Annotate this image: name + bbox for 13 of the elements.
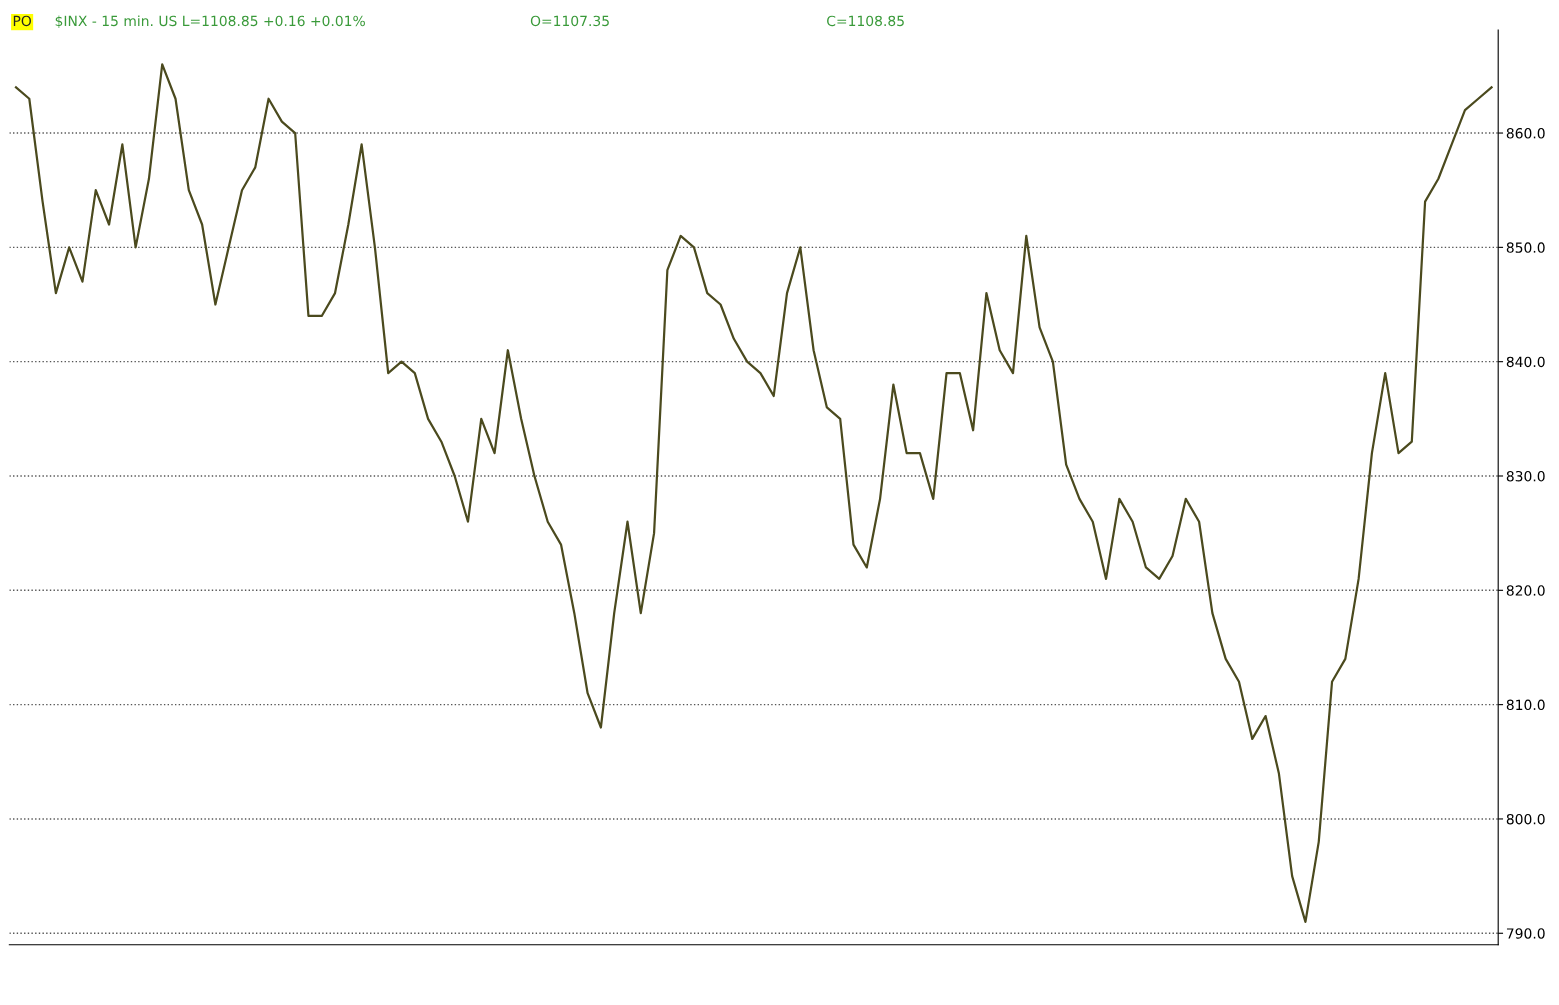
y-tick-label: 810.0 — [1506, 699, 1545, 711]
y-tick-label: 860.0 — [1506, 128, 1545, 139]
y-tick-label: 850.0 — [1506, 242, 1545, 253]
text: C=1108.85 — [827, 15, 904, 27]
y-tick-label: 790.0 — [1506, 928, 1545, 939]
text: O=1107.35 — [530, 15, 609, 27]
y-tick-label: 830.0 — [1506, 470, 1545, 482]
text: PO — [13, 15, 31, 27]
y-tick-label: 840.0 — [1506, 356, 1545, 368]
line-series — [14, 63, 1493, 923]
chart-title: $INX - 15 min. US L=1108.85 +0.16 +0.01% — [55, 15, 365, 28]
y-tick-label: 800.0 — [1506, 813, 1545, 825]
y-tick-label: 820.0 — [1506, 585, 1545, 596]
